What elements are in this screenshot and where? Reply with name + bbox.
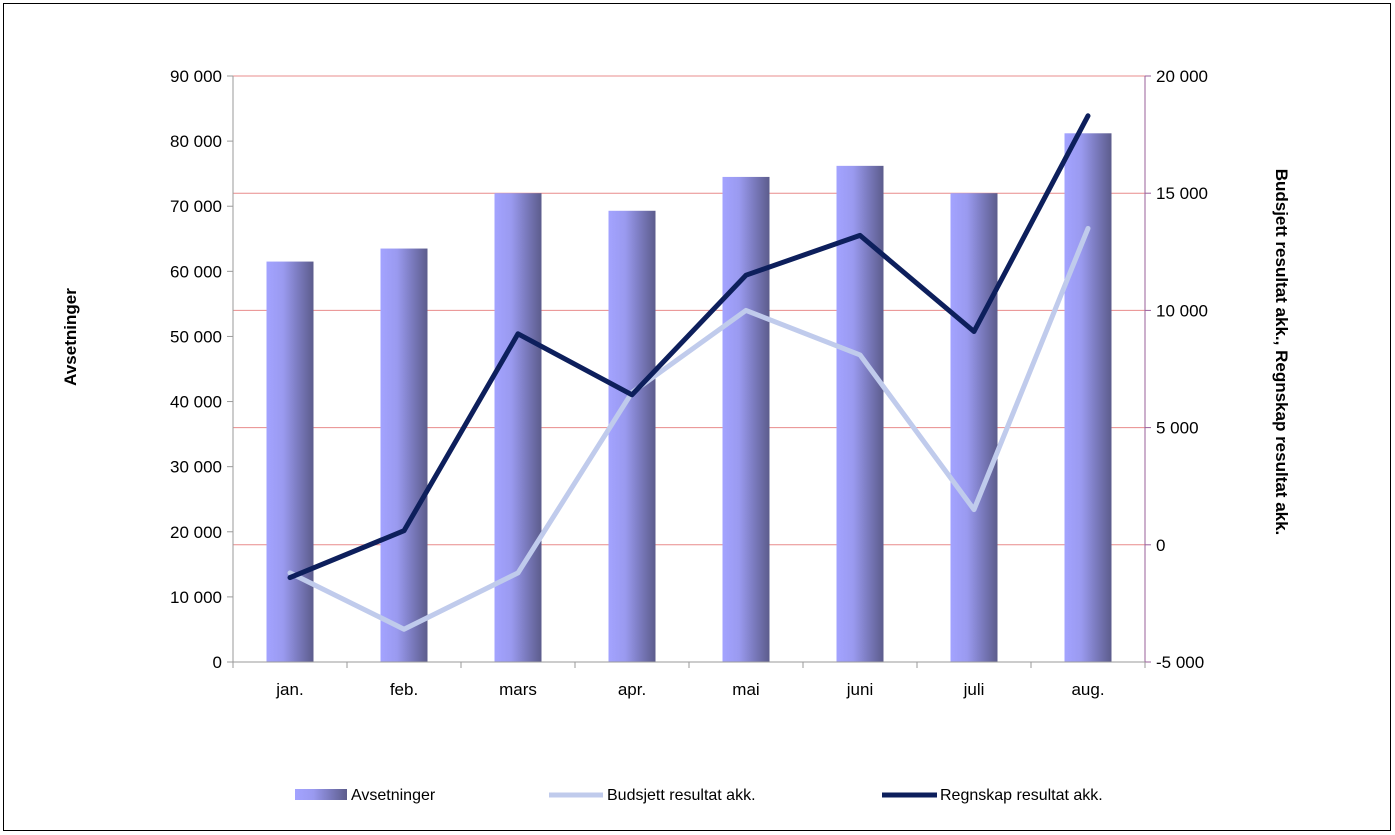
legend-swatch-avsetninger (295, 789, 347, 800)
axis-titles: Avsetninger Budsjett resultat akk., Regn… (61, 169, 1291, 536)
y-left-tick-label: 70 000 (170, 197, 222, 216)
y-right-tick-label: 0 (1156, 536, 1165, 555)
y-left-title: Avsetninger (61, 288, 80, 386)
y-right-tick-label: 15 000 (1156, 184, 1208, 203)
legend-label-regnskap: Regnskap resultat akk. (940, 787, 1103, 804)
x-tick-label: mai (732, 680, 759, 699)
legend-label-avsetninger: Avsetninger (351, 787, 436, 804)
line-series (287, 113, 1091, 632)
axes (227, 75, 1151, 668)
bar (1064, 133, 1112, 662)
x-tick-label: feb. (390, 680, 418, 699)
y-left-tick-label: 80 000 (170, 132, 222, 151)
y-left-tick-label: 0 (213, 653, 222, 672)
y-left-tick-label: 10 000 (170, 588, 222, 607)
x-tick-label: juli (963, 680, 985, 699)
legend-label-budsjett: Budsjett resultat akk. (607, 787, 756, 804)
bar (950, 193, 998, 662)
y-right-tick-label: 5 000 (1156, 419, 1199, 438)
y-left-tick-label: 60 000 (170, 262, 222, 281)
y-left-tick-label: 90 000 (170, 67, 222, 86)
x-tick-label: mars (499, 680, 537, 699)
y-right-tick-label: 10 000 (1156, 301, 1208, 320)
y-left-tick-label: 40 000 (170, 393, 222, 412)
x-tick-label: aug. (1071, 680, 1104, 699)
bar-series (266, 133, 1112, 663)
bar (722, 176, 770, 662)
x-tick-label: jan. (275, 680, 303, 699)
y-left-tick-label: 50 000 (170, 327, 222, 346)
budsjett-line (287, 225, 1091, 632)
legend: Avsetninger Budsjett resultat akk. Regns… (295, 787, 1103, 804)
bar (608, 210, 656, 662)
bar (380, 248, 428, 663)
y-right-tick-label: -5 000 (1156, 653, 1204, 672)
regnskap-line (287, 113, 1091, 581)
gridlines (233, 75, 1145, 546)
x-tick-label: apr. (618, 680, 646, 699)
tick-labels: 0 10 000 20 000 30 000 40 000 50 000 60 000 70 … (170, 67, 1208, 699)
chart-frame (3, 3, 1391, 831)
bar (494, 193, 542, 662)
y-left-tick-label: 20 000 (170, 523, 222, 542)
y-right-title: Budsjett resultat akk., Regnskap resulta… (1272, 169, 1291, 536)
y-right-tick-label: 20 000 (1156, 67, 1208, 86)
bar (266, 261, 314, 662)
y-left-tick-label: 30 000 (170, 458, 222, 477)
x-tick-label: juni (846, 680, 873, 699)
